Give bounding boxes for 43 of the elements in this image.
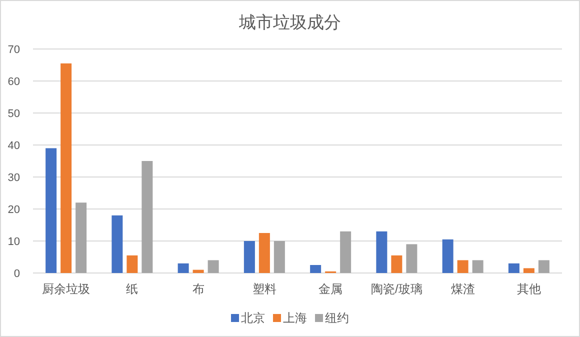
bar <box>523 268 534 273</box>
bar <box>391 255 402 273</box>
bar <box>258 233 270 273</box>
y-tick-label: 60 <box>8 76 20 88</box>
bar <box>457 260 468 273</box>
bar <box>406 244 418 273</box>
legend-label: 北京 <box>241 311 265 325</box>
x-tick-label: 厨余垃圾 <box>42 282 90 296</box>
x-tick-label: 金属 <box>318 282 343 296</box>
x-tick-label: 塑料 <box>252 282 276 296</box>
bar <box>208 260 219 273</box>
x-tick-label: 煤渣 <box>450 282 475 296</box>
bar <box>244 241 255 273</box>
bar <box>340 231 352 273</box>
bar <box>538 260 550 273</box>
legend-label: 纽约 <box>325 311 349 325</box>
y-tick-label: 30 <box>8 172 20 184</box>
y-tick-label: 20 <box>8 204 20 216</box>
chart-title: 城市垃圾成分 <box>238 13 341 32</box>
bar <box>60 63 72 273</box>
y-tick-label: 50 <box>8 108 20 120</box>
bar <box>178 263 189 273</box>
bar <box>274 241 285 273</box>
bar <box>76 202 87 273</box>
bar <box>442 239 454 273</box>
x-tick-label: 纸 <box>126 282 138 296</box>
bar <box>508 263 520 273</box>
bar <box>376 231 388 273</box>
bar <box>112 215 123 273</box>
y-tick-label: 40 <box>8 140 20 152</box>
x-tick-label: 其他 <box>516 282 541 296</box>
bar <box>46 148 57 273</box>
bar <box>142 161 153 273</box>
bar <box>126 255 138 273</box>
y-tick-label: 0 <box>14 268 20 280</box>
bar <box>192 270 204 273</box>
y-tick-label: 10 <box>8 236 20 248</box>
x-tick-label: 陶瓷/玻璃 <box>371 282 422 296</box>
y-tick-label: 70 <box>8 44 20 56</box>
bar <box>472 260 484 273</box>
legend-label: 上海 <box>283 311 307 325</box>
bar <box>310 265 322 273</box>
x-tick-label: 布 <box>192 282 204 296</box>
